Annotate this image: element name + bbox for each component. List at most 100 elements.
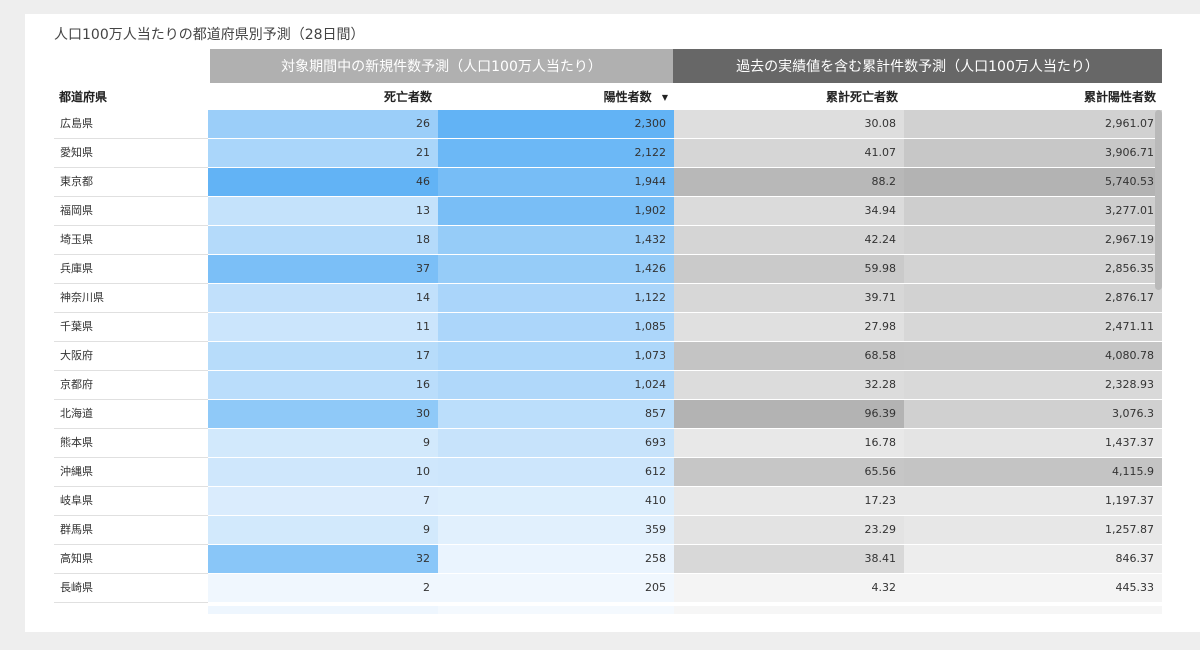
cell-deaths: 10	[208, 458, 438, 486]
table-row[interactable]: 東京都 46 1,944 88.2 5,740.53	[54, 168, 1162, 197]
cell-positives: 258	[438, 545, 674, 573]
table-row[interactable]: 群馬県 9 359 23.29 1,257.87	[54, 516, 1162, 545]
row-divider	[54, 399, 208, 400]
cell-deaths: 37	[208, 255, 438, 283]
sort-descending-icon[interactable]: ▼	[661, 92, 668, 102]
cell-positives: 1,122	[438, 284, 674, 312]
cell-cum-positives: 5,740.53	[904, 168, 1162, 196]
cell-positives: 1,944	[438, 168, 674, 196]
table-row[interactable]: 大阪府 17 1,073 68.58 4,080.78	[54, 342, 1162, 371]
column-header-pref[interactable]: 都道府県	[54, 84, 208, 110]
cell-positives: 1,432	[438, 226, 674, 254]
table-row[interactable]: 愛知県 21 2,122 41.07 3,906.71	[54, 139, 1162, 168]
column-header-cum-deaths-label: 累計死亡者数	[825, 90, 898, 104]
cell-cum-positives: 4,115.9	[904, 458, 1162, 486]
column-header-cum-positives-label: 累計陽性者数	[1083, 90, 1156, 104]
cell-cum-deaths: 34.94	[674, 197, 904, 225]
row-divider	[54, 428, 208, 429]
cell-deaths: 9	[208, 429, 438, 457]
cell-cum-positives: 2,876.17	[904, 284, 1162, 312]
cell-cum-deaths: 65.56	[674, 458, 904, 486]
cell-cum-deaths: 38.41	[674, 545, 904, 573]
row-divider	[54, 283, 208, 284]
cell-cum-deaths: 59.98	[674, 255, 904, 283]
cell-deaths: 9	[208, 516, 438, 544]
cell-positives: 410	[438, 487, 674, 515]
cell-positives: 1,902	[438, 197, 674, 225]
cell-pref: 神奈川県	[54, 284, 208, 312]
cell-cum-deaths: 30.08	[674, 110, 904, 138]
cell-cum-deaths: 27.98	[674, 313, 904, 341]
table-row[interactable]: 京都府 16 1,024 32.28 2,328.93	[54, 371, 1162, 400]
cell-pref: 岐阜県	[54, 487, 208, 515]
table-bottom-filler	[674, 606, 904, 614]
row-divider	[54, 341, 208, 342]
cell-cum-positives: 2,856.35	[904, 255, 1162, 283]
column-header-cum-deaths[interactable]: 累計死亡者数	[674, 84, 904, 110]
table-row[interactable]: 神奈川県 14 1,122 39.71 2,876.17	[54, 284, 1162, 313]
table-row[interactable]: 埼玉県 18 1,432 42.24 2,967.19	[54, 226, 1162, 255]
cell-deaths: 26	[208, 110, 438, 138]
cell-deaths: 13	[208, 197, 438, 225]
cell-cum-positives: 1,257.87	[904, 516, 1162, 544]
cell-deaths: 2	[208, 574, 438, 602]
cell-pref: 熊本県	[54, 429, 208, 457]
table-row[interactable]: 沖縄県 10 612 65.56 4,115.9	[54, 458, 1162, 487]
cell-deaths: 18	[208, 226, 438, 254]
cell-deaths: 32	[208, 545, 438, 573]
table-row[interactable]: 熊本県 9 693 16.78 1,437.37	[54, 429, 1162, 458]
cell-deaths: 7	[208, 487, 438, 515]
cell-positives: 205	[438, 574, 674, 602]
cell-cum-positives: 2,967.19	[904, 226, 1162, 254]
row-divider	[54, 573, 208, 574]
cell-cum-positives: 4,080.78	[904, 342, 1162, 370]
row-divider	[54, 167, 208, 168]
report-card: 人口100万人当たりの都道府県別予測（28日間） 対象期間中の新規件数予測（人口…	[25, 14, 1200, 632]
cell-pref: 高知県	[54, 545, 208, 573]
column-header-deaths-label: 死亡者数	[383, 90, 432, 104]
cell-positives: 1,085	[438, 313, 674, 341]
cell-cum-positives: 3,277.01	[904, 197, 1162, 225]
cell-cum-positives: 3,906.71	[904, 139, 1162, 167]
row-divider	[54, 138, 208, 139]
cell-cum-deaths: 39.71	[674, 284, 904, 312]
table-row[interactable]: 長崎県 2 205 4.32 445.33	[54, 574, 1162, 603]
cell-pref: 愛知県	[54, 139, 208, 167]
table-row[interactable]: 兵庫県 37 1,426 59.98 2,856.35	[54, 255, 1162, 284]
cell-pref: 東京都	[54, 168, 208, 196]
table-row[interactable]: 広島県 26 2,300 30.08 2,961.07	[54, 110, 1162, 139]
row-divider	[54, 457, 208, 458]
cell-deaths: 11	[208, 313, 438, 341]
table-row[interactable]: 北海道 30 857 96.39 3,076.3	[54, 400, 1162, 429]
cell-cum-positives: 2,471.11	[904, 313, 1162, 341]
cell-pref: 京都府	[54, 371, 208, 399]
column-header-pref-label: 都道府県	[59, 90, 108, 104]
cell-positives: 1,073	[438, 342, 674, 370]
cell-cum-deaths: 88.2	[674, 168, 904, 196]
table-scrollbar[interactable]	[1155, 110, 1162, 290]
cell-deaths: 46	[208, 168, 438, 196]
column-header-cum-positives[interactable]: 累計陽性者数	[904, 84, 1162, 110]
row-divider	[54, 370, 208, 371]
cell-deaths: 21	[208, 139, 438, 167]
cell-cum-deaths: 17.23	[674, 487, 904, 515]
table-row[interactable]: 千葉県 11 1,085 27.98 2,471.11	[54, 313, 1162, 342]
table-row[interactable]: 福岡県 13 1,902 34.94 3,277.01	[54, 197, 1162, 226]
column-header-positives[interactable]: 陽性者数 ▼	[438, 84, 674, 110]
table-bottom-filler	[904, 606, 1162, 614]
cell-cum-positives: 445.33	[904, 574, 1162, 602]
cell-cum-positives: 2,961.07	[904, 110, 1162, 138]
row-divider	[54, 196, 208, 197]
column-header-positives-label: 陽性者数	[603, 90, 652, 104]
cell-positives: 693	[438, 429, 674, 457]
table-row[interactable]: 岐阜県 7 410 17.23 1,197.37	[54, 487, 1162, 516]
cell-cum-deaths: 42.24	[674, 226, 904, 254]
cell-pref: 兵庫県	[54, 255, 208, 283]
cell-pref: 長崎県	[54, 574, 208, 602]
cell-cum-deaths: 32.28	[674, 371, 904, 399]
cell-pref: 大阪府	[54, 342, 208, 370]
group-header-new: 対象期間中の新規件数予測（人口100万人当たり）	[210, 49, 673, 83]
column-header-deaths[interactable]: 死亡者数	[208, 84, 438, 110]
cell-deaths: 17	[208, 342, 438, 370]
table-row[interactable]: 高知県 32 258 38.41 846.37	[54, 545, 1162, 574]
